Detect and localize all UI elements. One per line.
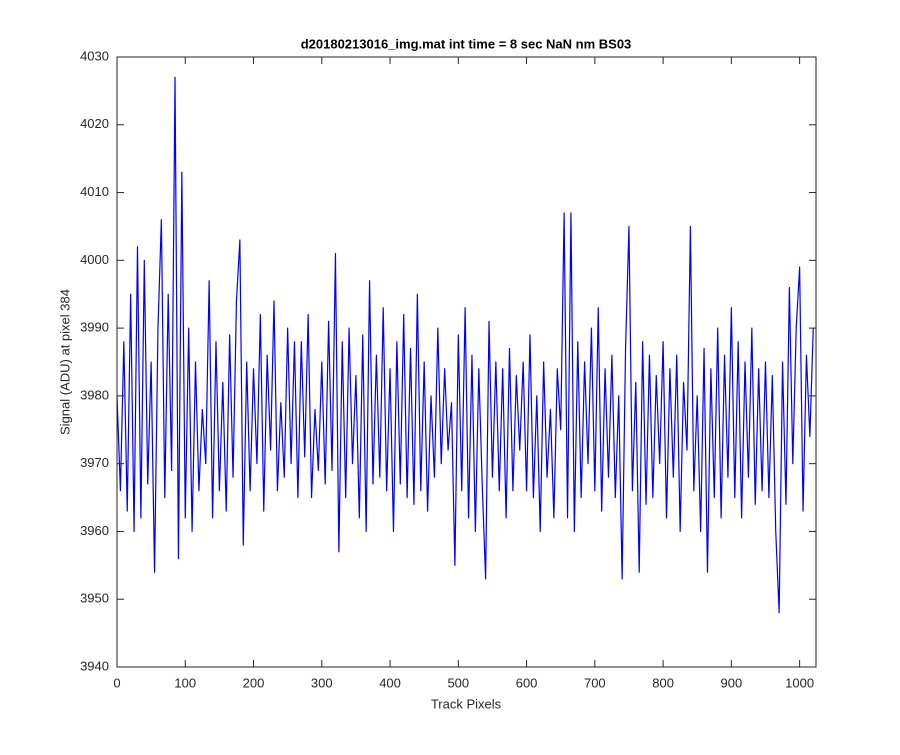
y-tick-label: 3960 bbox=[80, 523, 109, 538]
x-tick-label: 900 bbox=[721, 675, 743, 690]
y-tick-label: 3950 bbox=[80, 591, 109, 606]
y-tick-label: 3990 bbox=[80, 320, 109, 335]
y-tick-label: 3970 bbox=[80, 455, 109, 470]
x-tick-label: 600 bbox=[516, 675, 538, 690]
y-tick-label: 4000 bbox=[80, 252, 109, 267]
x-tick-label: 1000 bbox=[785, 675, 814, 690]
x-tick-label: 100 bbox=[174, 675, 196, 690]
x-tick-label: 200 bbox=[243, 675, 265, 690]
y-tick-label: 4010 bbox=[80, 184, 109, 199]
x-tick-label: 400 bbox=[379, 675, 401, 690]
axes-box bbox=[116, 56, 817, 668]
x-tick-label: 700 bbox=[584, 675, 606, 690]
y-tick-label: 4020 bbox=[80, 116, 109, 131]
data-line bbox=[116, 76, 814, 614]
chart-title: d20180213016_img.mat int time = 8 sec Na… bbox=[301, 36, 632, 51]
y-axis-label: Signal (ADU) at pixel 384 bbox=[57, 289, 72, 435]
y-tick-label: 3940 bbox=[80, 658, 109, 673]
x-tick-label: 800 bbox=[652, 675, 674, 690]
y-tick-label: 3980 bbox=[80, 387, 109, 402]
x-axis-label: Track Pixels bbox=[431, 696, 502, 711]
x-tick-label: 0 bbox=[113, 675, 120, 690]
x-tick-label: 300 bbox=[311, 675, 333, 690]
x-tick-label: 500 bbox=[447, 675, 469, 690]
y-tick-label: 4030 bbox=[80, 48, 109, 63]
